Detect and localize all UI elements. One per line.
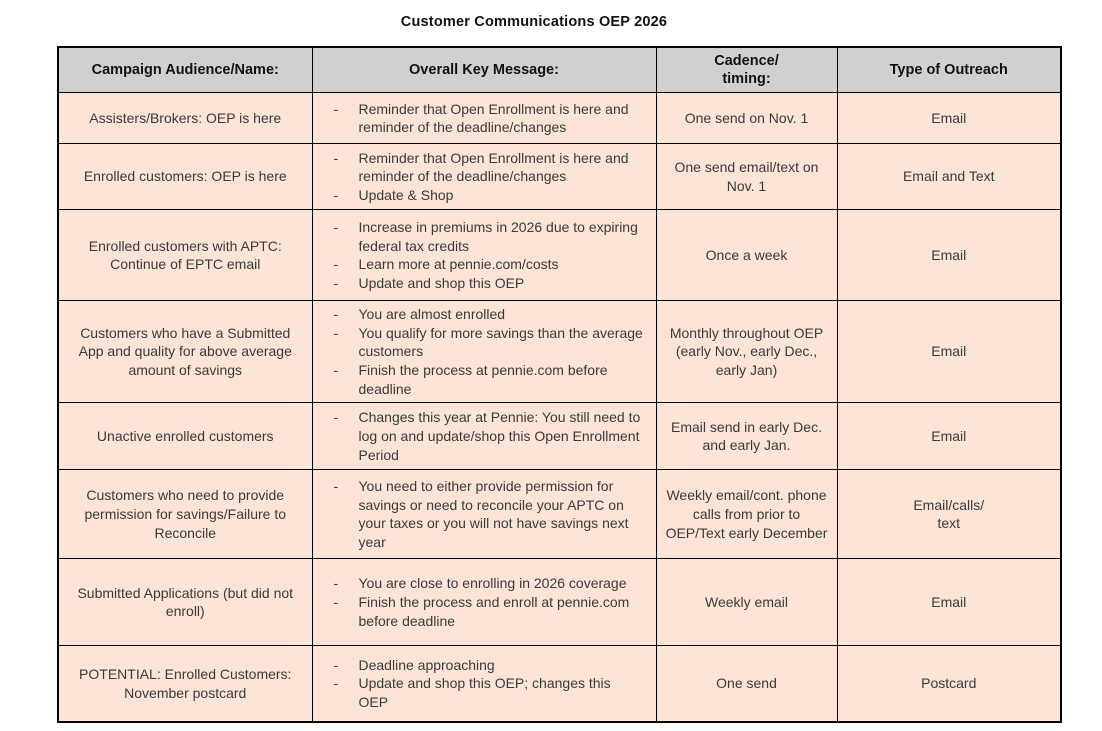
audience-cell: Customers who have a Submitted App and q… <box>57 300 313 404</box>
message-bullet-list: Reminder that Open Enrollment is here an… <box>332 100 644 137</box>
cadence-cell: Weekly email <box>655 558 838 647</box>
outreach-cell: Email <box>836 300 1062 404</box>
key-message-cell: Reminder that Open Enrollment is here an… <box>311 143 657 211</box>
table-row: Enrolled customers: OEP is here Reminder… <box>57 143 1062 211</box>
key-message-cell: Changes this year at Pennie: You still n… <box>311 402 657 471</box>
outreach-cell: Email/calls/ text <box>836 469 1062 560</box>
message-bullet: Finish the process and enroll at pennie.… <box>332 593 644 630</box>
table-row: Unactive enrolled customers Changes this… <box>57 402 1062 471</box>
key-message-cell: Deadline approachingUpdate and shop this… <box>311 645 657 723</box>
outreach-cell: Email <box>836 92 1062 145</box>
table-row: Customers who need to provide permission… <box>57 469 1062 560</box>
message-bullet: Update and shop this OEP; changes this O… <box>332 674 644 711</box>
cadence-cell: Email send in early Dec. and early Jan. <box>655 402 838 471</box>
audience-cell: Enrolled customers with APTC: Continue o… <box>57 209 313 302</box>
audience-cell: Submitted Applications (but did not enro… <box>57 558 313 647</box>
table-row: Enrolled customers with APTC: Continue o… <box>57 209 1062 302</box>
message-bullet-list: Reminder that Open Enrollment is here an… <box>332 149 644 205</box>
outreach-cell: Email <box>836 402 1062 471</box>
header-campaign-audience: Campaign Audience/Name: <box>57 46 313 94</box>
header-key-message: Overall Key Message: <box>311 46 657 94</box>
page-title: Customer Communications OEP 2026 <box>400 14 668 30</box>
audience-cell: POTENTIAL: Enrolled Customers: November … <box>57 645 313 723</box>
outreach-cell: Postcard <box>836 645 1062 723</box>
message-bullet-list: Changes this year at Pennie: You still n… <box>332 408 644 464</box>
message-bullet: Finish the process at pennie.com before … <box>332 361 644 398</box>
header-row: Campaign Audience/Name: Overall Key Mess… <box>57 46 1062 94</box>
table-row: POTENTIAL: Enrolled Customers: November … <box>57 645 1062 723</box>
audience-cell: Assisters/Brokers: OEP is here <box>57 92 313 145</box>
message-bullet: Reminder that Open Enrollment is here an… <box>332 100 644 137</box>
audience-cell: Unactive enrolled customers <box>57 402 313 471</box>
key-message-cell: You are close to enrolling in 2026 cover… <box>311 558 657 647</box>
message-bullet: Reminder that Open Enrollment is here an… <box>332 149 644 186</box>
cadence-cell: Once a week <box>655 209 838 302</box>
message-bullet: Changes this year at Pennie: You still n… <box>332 408 644 464</box>
outreach-cell: Email <box>836 558 1062 647</box>
outreach-cell: Email and Text <box>836 143 1062 211</box>
cadence-cell: One send <box>655 645 838 723</box>
message-bullet: Deadline approaching <box>332 656 644 675</box>
message-bullet: You qualify for more savings than the av… <box>332 324 644 361</box>
table-row: Assisters/Brokers: OEP is here Reminder … <box>57 92 1062 145</box>
message-bullet: Update & Shop <box>332 186 644 205</box>
message-bullet-list: Deadline approachingUpdate and shop this… <box>332 656 644 712</box>
key-message-cell: Reminder that Open Enrollment is here an… <box>311 92 657 145</box>
cadence-cell: Monthly throughout OEP (early Nov., earl… <box>655 300 838 404</box>
key-message-cell: You are almost enrolledYou qualify for m… <box>311 300 657 404</box>
message-bullet: You need to either provide permission fo… <box>332 477 644 551</box>
key-message-cell: Increase in premiums in 2026 due to expi… <box>311 209 657 302</box>
message-bullet: Increase in premiums in 2026 due to expi… <box>332 218 644 255</box>
message-bullet-list: You are almost enrolledYou qualify for m… <box>332 305 644 398</box>
audience-cell: Customers who need to provide permission… <box>57 469 313 560</box>
table-row: Customers who have a Submitted App and q… <box>57 300 1062 404</box>
message-bullet: Learn more at pennie.com/costs <box>332 255 644 274</box>
message-bullet: Update and shop this OEP <box>332 274 644 293</box>
header-type-of-outreach: Type of Outreach <box>836 46 1062 94</box>
cadence-cell: Weekly email/cont. phone calls from prio… <box>655 469 838 560</box>
cadence-cell: One send on Nov. 1 <box>655 92 838 145</box>
cadence-cell: One send email/text on Nov. 1 <box>655 143 838 211</box>
header-cadence-timing: Cadence/ timing: <box>655 46 838 94</box>
message-bullet-list: You are close to enrolling in 2026 cover… <box>332 574 644 630</box>
message-bullet: You are almost enrolled <box>332 305 644 324</box>
key-message-cell: You need to either provide permission fo… <box>311 469 657 560</box>
message-bullet-list: You need to either provide permission fo… <box>332 477 644 551</box>
message-bullet: You are close to enrolling in 2026 cover… <box>332 574 644 593</box>
communications-table: Campaign Audience/Name: Overall Key Mess… <box>57 46 1062 723</box>
outreach-cell: Email <box>836 209 1062 302</box>
table-row: Submitted Applications (but did not enro… <box>57 558 1062 647</box>
audience-cell: Enrolled customers: OEP is here <box>57 143 313 211</box>
message-bullet-list: Increase in premiums in 2026 due to expi… <box>332 218 644 292</box>
